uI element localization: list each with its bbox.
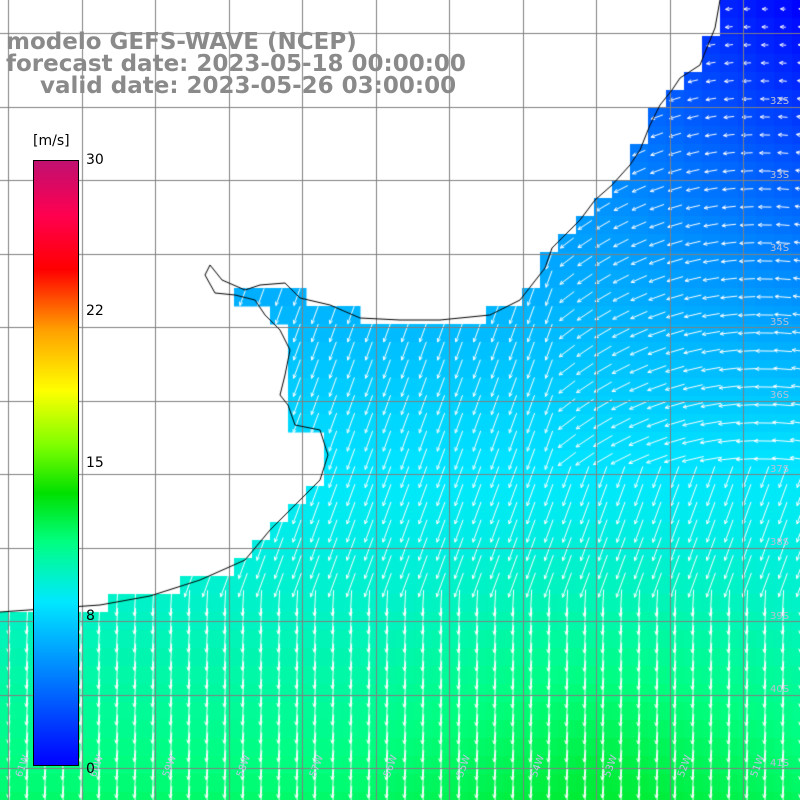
valid-date: valid date: 2023-05-26 03:00:00 [40, 73, 457, 99]
colorbar-tick: 8 [86, 608, 95, 624]
colorbar-tick: 15 [86, 455, 104, 471]
colorbar-gradient [33, 160, 79, 766]
latitude-label: 36S [770, 390, 790, 401]
colorbar-unit: [m/s] [33, 133, 70, 149]
latitude-label: 32S [770, 96, 790, 107]
colorbar-tick: 30 [86, 152, 104, 168]
latitude-label: 34S [770, 243, 790, 254]
colorbar-tick: 0 [86, 761, 95, 777]
latitude-label: 40S [770, 684, 790, 695]
latitude-label: 38S [770, 537, 790, 548]
latitude-label: 35S [770, 316, 790, 328]
latitude-label: 41S [770, 757, 790, 769]
latitude-label: 33S [770, 169, 790, 181]
forecast-date: forecast date: 2023-05-18 00:00:00 [6, 51, 466, 77]
latitude-label: 39S [770, 610, 790, 622]
model-title: modelo GEFS-WAVE (NCEP) [6, 29, 357, 55]
colorbar-tick: 22 [86, 303, 104, 319]
latitude-label: 37S [770, 463, 790, 475]
